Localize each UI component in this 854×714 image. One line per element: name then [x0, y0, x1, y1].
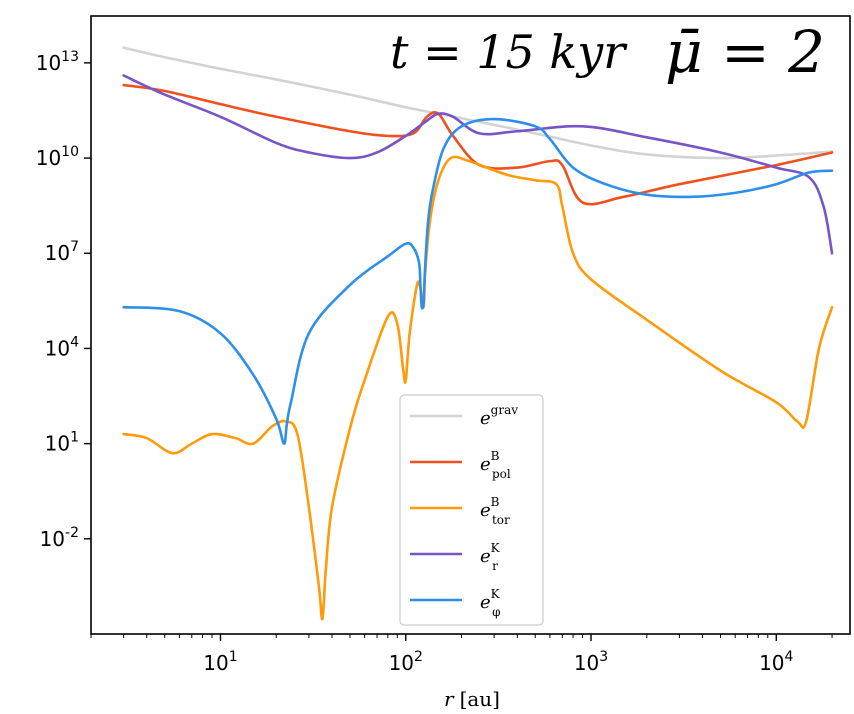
legend-base: e	[480, 500, 491, 521]
x-tick-exp: 4	[785, 649, 794, 665]
legend-sup: B	[491, 449, 500, 463]
series-line-0	[122, 46, 834, 160]
y-tick-exp: 10	[61, 144, 79, 160]
legend-sup: K	[491, 587, 501, 601]
x-tick-exp: 3	[599, 649, 608, 665]
y-tick-exp: 4	[70, 334, 79, 350]
y-tick-label: 10-2	[40, 525, 79, 551]
legend-sub: tor	[492, 513, 510, 527]
series-line-2	[122, 155, 834, 621]
legend-base: e	[480, 408, 491, 429]
legend-label-2: eB tor	[480, 495, 510, 527]
plot-frame	[90, 15, 851, 635]
legend-sup: grav	[491, 403, 519, 417]
series-line-4	[122, 117, 834, 445]
y-tick-label: 104	[45, 334, 79, 360]
y-tick-base: 10	[45, 241, 70, 265]
x-tick-base: 10	[203, 651, 228, 675]
x-axis-var: r	[444, 687, 455, 711]
x-axis-unit: [au]	[460, 687, 500, 711]
legend-sup: K	[491, 541, 501, 555]
mu-annotation: μ̄ = 2	[665, 18, 825, 86]
legend-sup: B	[491, 495, 500, 509]
x-tick-label: 104	[759, 649, 793, 675]
legend-sub: r	[492, 559, 498, 573]
y-tick-label: 101	[45, 430, 79, 456]
y-tick-exp: -2	[65, 525, 79, 541]
series-layer	[122, 46, 834, 621]
y-tick-label: 107	[45, 239, 79, 265]
legend-label-1: eB pol	[480, 449, 511, 481]
y-tick-label: 1010	[36, 144, 79, 170]
x-tick-exp: 1	[229, 649, 238, 665]
x-tick-label: 103	[574, 649, 608, 675]
legend-label-4: eK φ	[480, 587, 501, 619]
y-tick-base: 10	[45, 336, 70, 360]
x-tick-exp: 2	[414, 649, 423, 665]
y-tick-base: 10	[45, 432, 70, 456]
legend-box	[399, 394, 544, 626]
series-line-1	[122, 83, 834, 206]
legend-label-3: eK r	[480, 541, 501, 573]
time-annotation: t = 15 kyr	[390, 25, 628, 79]
legend-sub: pol	[492, 467, 511, 481]
legend-base: e	[480, 546, 491, 567]
x-tick-label: 101	[203, 649, 237, 675]
legend-label-0: egrav	[480, 403, 518, 429]
x-tick-base: 10	[574, 651, 599, 675]
y-tick-exp: 1	[70, 430, 79, 446]
x-tick-base: 10	[389, 651, 414, 675]
y-tick-base: 10	[36, 51, 61, 75]
y-tick-base: 10	[40, 527, 65, 551]
series-line-3	[122, 74, 834, 255]
y-tick-label: 1013	[36, 49, 79, 75]
legend-base: e	[480, 592, 491, 613]
legend-sub: φ	[492, 605, 500, 619]
y-tick-exp: 13	[61, 49, 79, 65]
x-tick-base: 10	[759, 651, 784, 675]
x-tick-label: 102	[389, 649, 423, 675]
y-tick-base: 10	[36, 146, 61, 170]
y-tick-exp: 7	[70, 239, 79, 255]
legend-base: e	[480, 454, 491, 475]
x-axis-label: r [au]	[444, 687, 500, 711]
